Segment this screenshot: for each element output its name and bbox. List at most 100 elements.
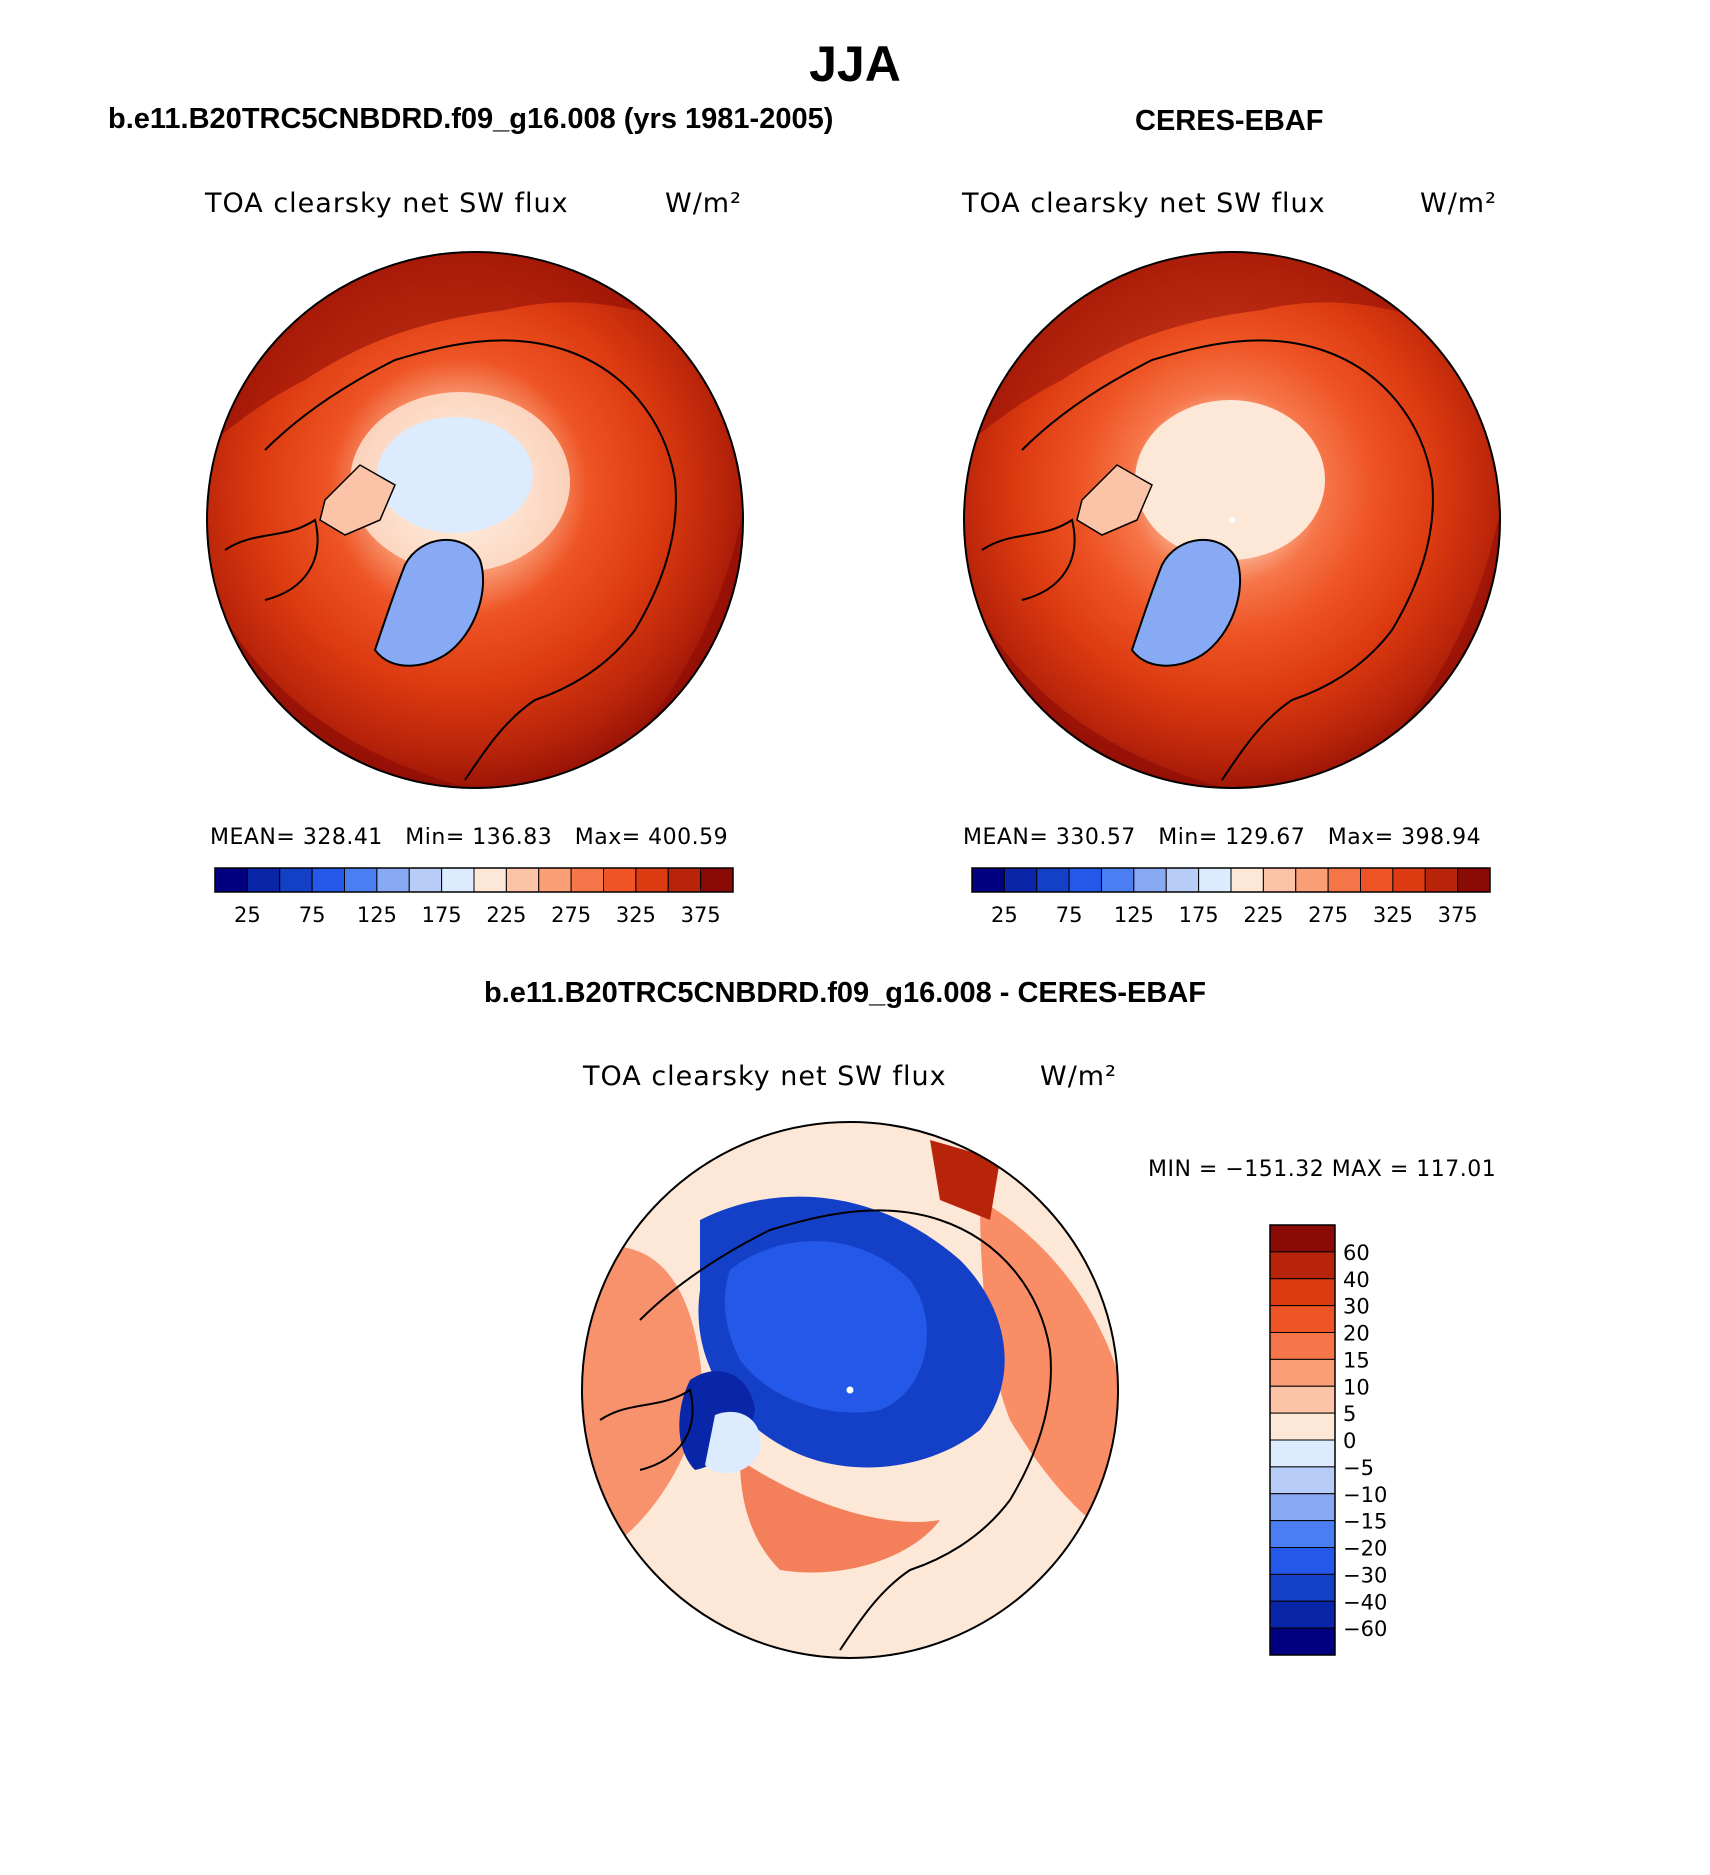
colorbar-box — [1392, 867, 1426, 893]
colorbar-box — [1360, 867, 1394, 893]
panel-2-title: CERES-EBAF — [1135, 105, 1324, 137]
colorbar-box — [971, 867, 1005, 893]
map-model — [206, 251, 744, 789]
colorbar-frame — [1269, 1224, 1336, 1656]
pole-point — [846, 1386, 854, 1394]
coastline — [264, 339, 677, 781]
colorbar-tick-label: 25 — [991, 903, 1018, 927]
colorbar-box — [1295, 867, 1329, 893]
colorbar-model: 25 75 125 175 225 275 325 375 — [214, 867, 734, 927]
max-label: Max= — [574, 825, 641, 850]
mean-label: MEAN= — [963, 825, 1049, 850]
panel-1-title: b.e11.B20TRC5CNBDRD.f09_g16.008 (yrs 198… — [108, 103, 834, 135]
negative-anomaly-core — [724, 1241, 927, 1413]
max-label: Max= — [1327, 825, 1394, 850]
max-value: 398.94 — [1401, 825, 1482, 850]
colorbar-tick-label: 375 — [1438, 903, 1478, 927]
sea-ice-core — [377, 417, 533, 533]
colorbar-box — [1269, 1493, 1336, 1522]
colorbar-tick-label: 225 — [486, 903, 526, 927]
colorbar-box — [603, 867, 637, 893]
colorbar-tick-label: −40 — [1343, 1590, 1387, 1614]
colorbar-box — [1269, 1278, 1336, 1307]
colorbar-tick-label: 125 — [1114, 903, 1154, 927]
greenland-interior — [705, 1411, 761, 1474]
positive-anomaly-west — [582, 1246, 702, 1550]
map-boundary — [963, 251, 1501, 789]
colorbar-box — [1424, 867, 1459, 893]
colorbar-tick-label: 325 — [616, 903, 656, 927]
panel-3-units: W/m² — [1040, 1061, 1117, 1092]
colorbar-frame — [971, 867, 1491, 893]
mean-value: 328.41 — [302, 825, 383, 850]
colorbar-box — [1269, 1332, 1336, 1360]
colorbar-tick-label: 175 — [1179, 903, 1219, 927]
min-value: 129.67 — [1225, 825, 1306, 850]
colorbar-tick-label: 40 — [1343, 1268, 1370, 1292]
colorbar-box — [311, 867, 345, 893]
colorbar-box — [1003, 867, 1038, 893]
colorbar-tick-label: 225 — [1243, 903, 1283, 927]
coastline-west — [981, 518, 1076, 601]
map-difference — [581, 1121, 1119, 1659]
colorbar-box — [1269, 1573, 1336, 1602]
min-label: Min= — [405, 825, 465, 850]
colorbar-tick-label: 275 — [1308, 903, 1348, 927]
colorbar-box — [1269, 1358, 1336, 1387]
colorbar-box — [1068, 867, 1102, 893]
colorbar-box — [1269, 1385, 1336, 1414]
panel-1-units: W/m² — [665, 188, 742, 219]
colorbar-box — [1269, 1412, 1336, 1441]
figure-title: JJA — [809, 36, 901, 92]
outer-high-flux — [207, 252, 743, 450]
colorbar-tick-label: −5 — [1343, 1456, 1374, 1480]
mean-value: 330.57 — [1055, 825, 1136, 850]
colorbar-tick-label: −15 — [1343, 1510, 1387, 1534]
colorbar-box — [1269, 1251, 1336, 1280]
colorbar-tick-label: −30 — [1343, 1563, 1387, 1587]
colorbar-box — [667, 867, 702, 893]
colorbar-box — [1269, 1224, 1336, 1253]
colorbar-frame — [214, 867, 734, 893]
colorbar-box — [538, 867, 572, 893]
colorbar-box — [279, 867, 313, 893]
colorbar-tick-label: 10 — [1343, 1375, 1370, 1399]
colorbar-tick-label: −10 — [1343, 1483, 1387, 1507]
colorbar-box — [408, 867, 443, 893]
colorbar-box — [246, 867, 281, 893]
panel-3-variable: TOA clearsky net SW flux — [583, 1061, 947, 1092]
colorbar-tick-label: 0 — [1343, 1429, 1356, 1453]
colorbar-box — [1457, 867, 1491, 893]
colorbar-box — [1269, 1305, 1336, 1333]
colorbar-box — [1230, 867, 1264, 893]
colorbar-box — [344, 867, 378, 893]
max-value: 400.59 — [648, 825, 729, 850]
colorbar-box — [570, 867, 604, 893]
colorbar-tick-label: −20 — [1343, 1537, 1387, 1561]
colorbar-box — [1269, 1466, 1336, 1495]
colorbar-tick-label: 175 — [422, 903, 462, 927]
panel-2-variable: TOA clearsky net SW flux — [962, 188, 1326, 219]
panel-2-units: W/m² — [1420, 188, 1497, 219]
colorbar-tick-label: −60 — [1343, 1617, 1387, 1641]
positive-anomaly-ne — [930, 1140, 1000, 1220]
coastline-west — [599, 1388, 694, 1471]
colorbar-box — [1269, 1439, 1336, 1468]
pole-point — [1229, 517, 1235, 523]
coastline — [1021, 339, 1434, 781]
colorbar-box — [1269, 1627, 1336, 1656]
colorbar-box — [635, 867, 669, 893]
colorbar-tick-label: 60 — [1343, 1241, 1370, 1265]
colorbar-box — [1262, 867, 1297, 893]
colorbar-box — [473, 867, 507, 893]
map-boundary — [206, 251, 744, 789]
map-boundary — [581, 1121, 1119, 1659]
colorbar-box — [1327, 867, 1361, 893]
colorbar-box — [1101, 867, 1135, 893]
colorbar-box — [505, 867, 540, 893]
colorbar-box — [1036, 867, 1070, 893]
colorbar-box — [1198, 867, 1232, 893]
coastline — [639, 1209, 1052, 1651]
panel-1-stats: MEAN= 328.41 Min= 136.83 Max= 400.59 — [210, 825, 728, 850]
